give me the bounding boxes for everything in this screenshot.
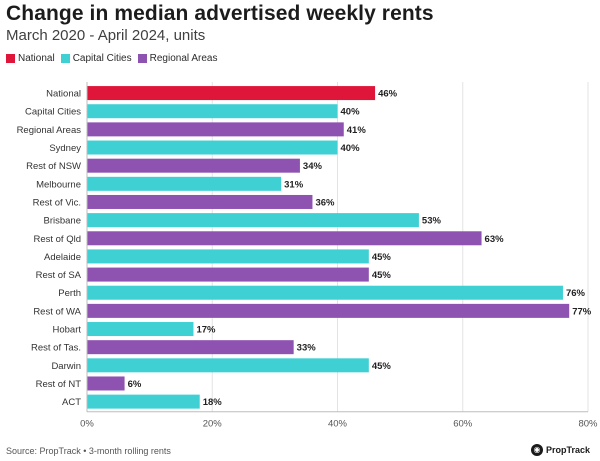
- value-label-14: 33%: [297, 343, 317, 354]
- value-label-16: 6%: [128, 379, 142, 390]
- bar-9: [87, 249, 369, 264]
- bar-6: [87, 194, 313, 209]
- value-label-0: 46%: [378, 89, 398, 100]
- value-label-10: 45%: [372, 270, 392, 281]
- legend-label-capital-cities: Capital Cities: [72, 53, 132, 64]
- bar-chart: National 46% Capital Cities 40% Regional Are…: [17, 82, 598, 430]
- value-label-5: 31%: [284, 179, 304, 190]
- value-label-13: 17%: [196, 325, 216, 336]
- chart-title: Change in median advertised weekly rents: [6, 2, 434, 25]
- x-tick-label-0: 0%: [80, 419, 94, 430]
- bar-5: [87, 176, 282, 191]
- category-label-6: Rest of Vic.: [33, 197, 81, 208]
- brand-name: PropTrack: [545, 445, 590, 455]
- value-label-2: 41%: [347, 125, 367, 136]
- category-label-17: ACT: [62, 397, 81, 408]
- legend-label-regional-areas: Regional Areas: [149, 53, 218, 64]
- bar-16: [87, 376, 125, 391]
- bar-12: [87, 303, 570, 318]
- value-label-3: 40%: [341, 143, 361, 154]
- category-label-16: Rest of NT: [36, 379, 82, 390]
- legend-item-regional-areas: Regional Areas: [137, 53, 218, 64]
- legend-label-national: National: [18, 53, 55, 64]
- bar-11: [87, 285, 563, 300]
- value-label-17: 18%: [203, 397, 223, 408]
- bar-14: [87, 340, 294, 355]
- category-label-12: Rest of WA: [33, 306, 81, 317]
- x-tick-label-4: 80%: [578, 419, 598, 430]
- value-label-9: 45%: [372, 252, 392, 263]
- chart-subtitle: March 2020 - April 2024, units: [6, 27, 206, 44]
- category-label-13: Hobart: [52, 325, 81, 336]
- proptrack-logo-icon: ◉: [530, 444, 543, 456]
- bar-4: [87, 158, 300, 173]
- x-tick-label-2: 40%: [328, 419, 348, 430]
- value-label-6: 36%: [315, 197, 335, 208]
- value-label-7: 53%: [422, 216, 442, 227]
- category-label-15: Darwin: [51, 361, 81, 372]
- category-label-0: National: [46, 89, 81, 100]
- category-label-10: Rest of SA: [36, 270, 82, 281]
- category-label-11: Perth: [58, 288, 81, 299]
- bar-8: [87, 231, 482, 246]
- category-label-3: Sydney: [49, 143, 81, 154]
- brand-logo: ◉ PropTrack: [530, 444, 590, 456]
- bar-13: [87, 322, 194, 337]
- category-label-8: Rest of Qld: [33, 234, 81, 245]
- bar-3: [87, 140, 338, 155]
- chart-legend: National Capital Cities Regional Areas: [6, 53, 223, 64]
- bar-2: [87, 122, 344, 137]
- source-note: Source: PropTrack • 3-month rolling rent…: [6, 446, 171, 456]
- legend-item-capital-cities: Capital Cities: [60, 53, 132, 64]
- bar-17: [87, 394, 200, 409]
- bar-10: [87, 267, 369, 282]
- value-label-1: 40%: [341, 107, 361, 118]
- legend-swatch-regional-areas: [137, 54, 147, 63]
- value-label-4: 34%: [303, 161, 323, 172]
- bar-0: [87, 86, 376, 101]
- bar-1: [87, 104, 338, 119]
- legend-item-national: National: [6, 53, 55, 64]
- category-label-4: Rest of NSW: [26, 161, 81, 172]
- bar-15: [87, 358, 369, 373]
- bar-7: [87, 213, 419, 228]
- value-label-11: 76%: [566, 288, 586, 299]
- category-label-14: Rest of Tas.: [31, 343, 81, 354]
- category-label-1: Capital Cities: [25, 107, 81, 118]
- value-label-15: 45%: [372, 361, 392, 372]
- value-label-12: 77%: [572, 306, 592, 317]
- x-tick-label-3: 60%: [453, 419, 473, 430]
- category-label-7: Brisbane: [44, 216, 82, 227]
- category-label-5: Melbourne: [36, 179, 81, 190]
- x-tick-label-1: 20%: [203, 419, 223, 430]
- legend-swatch-capital-cities: [60, 54, 70, 63]
- value-label-8: 63%: [485, 234, 505, 245]
- category-label-9: Adelaide: [44, 252, 81, 263]
- legend-swatch-national: [6, 54, 15, 63]
- category-label-2: Regional Areas: [17, 125, 82, 136]
